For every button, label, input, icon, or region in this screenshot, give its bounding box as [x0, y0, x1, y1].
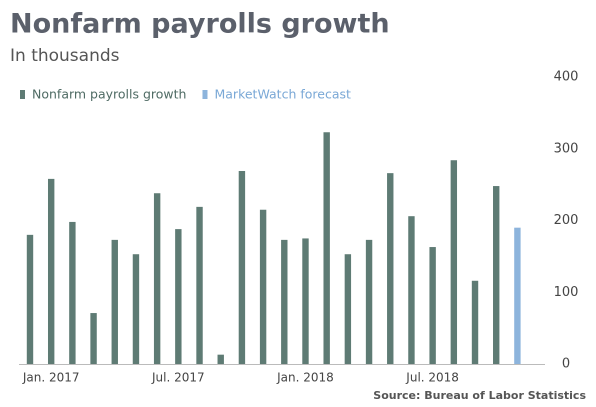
source-note: Source: Bureau of Labor Statistics [373, 389, 586, 402]
bar [69, 221, 76, 364]
legend-label: Nonfarm payrolls growth [32, 87, 186, 102]
x-tick-label: Jul. 2017 [151, 371, 205, 385]
x-tick-label: Jan. 2017 [22, 371, 80, 385]
bar [344, 254, 352, 364]
bar [175, 229, 182, 364]
y-tick-label: 100 [554, 285, 579, 300]
bar [408, 216, 415, 364]
bar [90, 313, 97, 364]
y-tick-label: 0 [562, 357, 570, 372]
bar [153, 193, 161, 364]
bar [387, 173, 394, 364]
bar [259, 209, 267, 364]
chart-subtitle: In thousands [10, 46, 120, 66]
bar [111, 239, 118, 364]
bar [132, 254, 140, 364]
bar [196, 206, 203, 364]
bar [26, 234, 34, 364]
y-tick-label: 200 [554, 213, 579, 228]
bar [281, 239, 288, 364]
x-tick-label: Jan. 2018 [276, 371, 334, 385]
bar [238, 170, 246, 364]
bar [471, 280, 479, 364]
bar [493, 186, 500, 364]
chart-title: Nonfarm payrolls growth [10, 9, 390, 40]
y-tick-label: 300 [554, 141, 579, 156]
bar [217, 354, 224, 364]
x-tick-label: Jul. 2018 [405, 371, 459, 385]
bar [302, 238, 309, 364]
legend-label: MarketWatch forecast [214, 87, 351, 102]
bar [323, 132, 330, 364]
bar [47, 178, 55, 364]
y-tick-label: 400 [554, 70, 579, 85]
legend-swatch [20, 90, 25, 99]
bar [450, 160, 458, 364]
legend-swatch [202, 90, 208, 99]
bar [429, 247, 436, 364]
bar [365, 239, 373, 364]
bar [514, 227, 521, 364]
